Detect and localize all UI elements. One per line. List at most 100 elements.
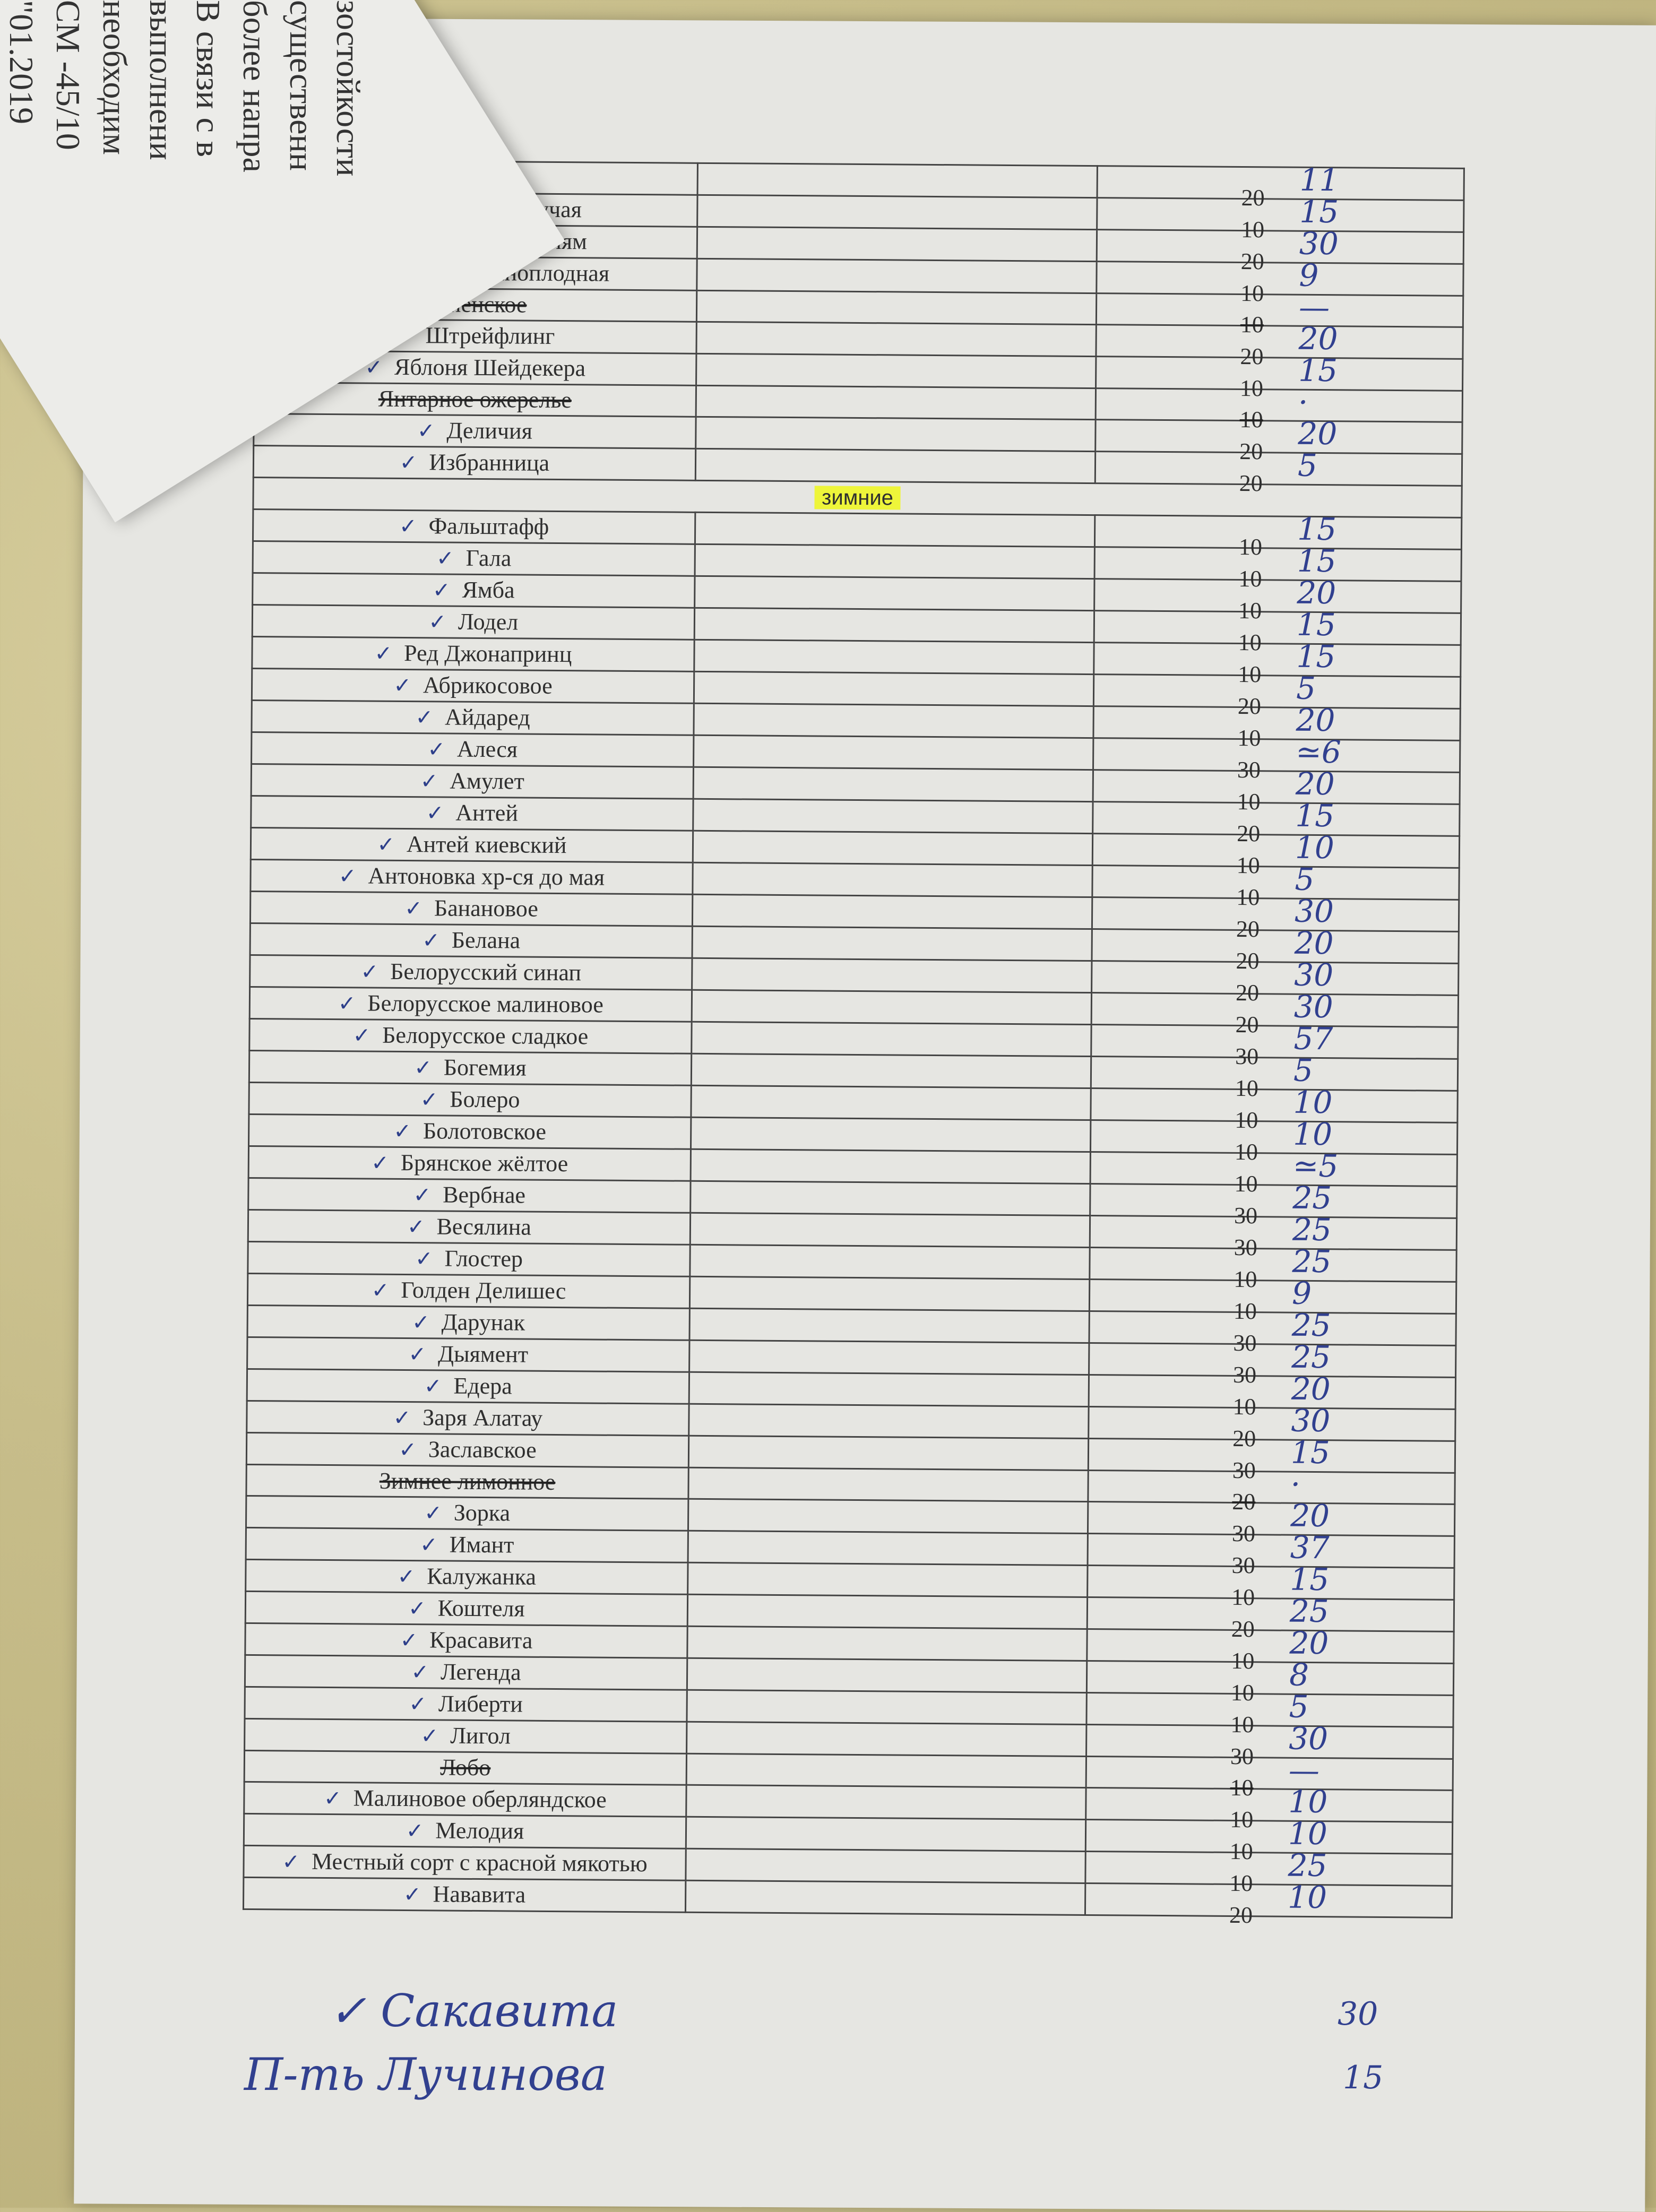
- actual-quantity: 15: [1297, 542, 1336, 580]
- variety-name-cell: ✓ Банановое: [250, 891, 693, 927]
- empty-cell: [687, 1594, 1088, 1629]
- check-mark-icon: ✓: [329, 1985, 381, 2037]
- actual-quantity: 25: [1289, 1593, 1329, 1630]
- variety-name: Местный сорт с красной мякотью: [311, 1848, 648, 1877]
- actual-quantity: 15: [1290, 1561, 1330, 1598]
- check-mark-icon: ✓: [406, 1819, 424, 1844]
- variety-name: Штрейфлинг: [425, 322, 555, 349]
- variety-name-cell: ✓ Дарунак: [247, 1305, 690, 1341]
- quantity-cell: 30 25: [1090, 1179, 1457, 1229]
- empty-cell: [693, 703, 1094, 738]
- variety-name: Глостер: [444, 1245, 523, 1272]
- check-mark-icon: ✓: [397, 1564, 416, 1589]
- actual-quantity: 15: [1290, 1434, 1331, 1471]
- quantity-cell: 10 15: [1094, 606, 1461, 655]
- empty-cell: [692, 958, 1092, 993]
- actual-quantity: 5: [1297, 447, 1318, 483]
- actual-quantity: 20: [1289, 1625, 1329, 1662]
- actual-quantity: ·: [1290, 1466, 1301, 1502]
- check-mark-icon: ✓: [408, 1596, 426, 1621]
- variety-name: Айдаред: [444, 704, 530, 731]
- quantity-cell: 10 25: [1089, 1243, 1457, 1292]
- check-mark-icon: ✓: [417, 419, 435, 444]
- empty-cell: [688, 1499, 1088, 1534]
- quantity-cell: 30 15: [1088, 1434, 1455, 1483]
- check-mark-icon: ✓: [412, 1310, 430, 1335]
- quantity-cell: 10 15: [1097, 193, 1464, 243]
- variety-name: Голден Делишес: [401, 1276, 566, 1304]
- actual-quantity: ≃6: [1296, 733, 1341, 771]
- variety-name-cell: ✓ Ямба: [252, 573, 695, 608]
- empty-cell: [697, 227, 1097, 262]
- empty-cell: [695, 417, 1096, 452]
- variety-name-cell: ✓ Заславское: [246, 1432, 689, 1468]
- empty-cell: [689, 1245, 1090, 1280]
- variety-name: Богемия: [443, 1054, 527, 1081]
- actual-quantity: 25: [1291, 1338, 1331, 1376]
- variety-name: Нававита: [433, 1881, 526, 1908]
- empty-cell: [687, 1658, 1087, 1693]
- check-mark-icon: ✓: [360, 960, 379, 984]
- actual-quantity: 10: [1288, 1783, 1328, 1820]
- empty-cell: [686, 1722, 1086, 1757]
- quantity-cell: 10 8: [1086, 1657, 1454, 1706]
- check-mark-icon: ✓: [282, 1850, 300, 1874]
- quantity-cell: 10 10: [1090, 1084, 1458, 1133]
- actual-quantity: ≃5: [1292, 1147, 1339, 1185]
- check-mark-icon: ✓: [427, 737, 446, 762]
- check-mark-icon: ✓: [415, 705, 434, 730]
- actual-quantity: 10: [1292, 1116, 1333, 1153]
- variety-name: Белорусское сладкое: [382, 1022, 589, 1050]
- empty-cell: [688, 1436, 1089, 1471]
- empty-cell: [686, 1817, 1086, 1852]
- variety-name-cell: ✓ Фальштафф: [253, 509, 695, 545]
- variety-name: Лигол: [450, 1722, 511, 1749]
- actual-quantity: 10: [1293, 1084, 1333, 1121]
- check-mark-icon: ✓: [400, 1628, 418, 1653]
- variety-name-cell: ✓ Гала: [253, 541, 695, 576]
- empty-cell: [692, 926, 1092, 961]
- quantity-cell: 10 10: [1085, 1783, 1453, 1833]
- variety-name-cell: ✓ Белорусское малиновое: [249, 987, 692, 1022]
- empty-cell: [692, 990, 1092, 1025]
- actual-quantity: 25: [1292, 1179, 1332, 1216]
- check-mark-icon: ✓: [404, 896, 423, 921]
- check-mark-icon: ✓: [420, 769, 438, 794]
- empty-cell: [689, 1308, 1090, 1343]
- planned-quantity: 20: [1239, 470, 1263, 496]
- variety-name-cell: ✓ Болеро: [248, 1082, 692, 1118]
- check-mark-icon: ✓: [420, 1087, 438, 1112]
- handwritten-quantity: 15: [1343, 2059, 1384, 2096]
- quantity-cell: 20 30: [1097, 226, 1464, 274]
- variety-name-cell: ✓ Калужанка: [245, 1559, 688, 1595]
- quantity-cell: 10 20: [1086, 1625, 1454, 1674]
- variety-name: Заславское: [428, 1436, 537, 1463]
- variety-name-cell: ✓ Антей: [251, 796, 694, 831]
- variety-name: Болеро: [450, 1086, 520, 1113]
- variety-name-cell: ✓ Белорусское сладкое: [249, 1018, 692, 1054]
- variety-name-cell: ✓ Заря Алатау: [246, 1401, 689, 1436]
- empty-cell: [689, 1340, 1089, 1375]
- quantity-cell: 30 25: [1089, 1307, 1456, 1356]
- empty-cell: [692, 894, 1092, 929]
- variety-name: Лодел: [458, 608, 519, 635]
- actual-quantity: ·: [1298, 384, 1308, 420]
- quantity-cell: 10 ·: [1096, 384, 1463, 433]
- actual-quantity: 15: [1299, 193, 1339, 230]
- actual-quantity: 25: [1292, 1211, 1332, 1248]
- actual-quantity: 15: [1297, 511, 1337, 548]
- overlap-line: СМ -45/10: [49, 0, 87, 150]
- overlap-line: необходим: [96, 0, 134, 155]
- check-mark-icon: ✓: [424, 1374, 442, 1399]
- check-mark-icon: ✓: [374, 641, 393, 666]
- actual-quantity: 9: [1291, 1275, 1312, 1311]
- actual-quantity: 15: [1296, 638, 1336, 675]
- variety-name-cell: ✓ Алеся: [251, 732, 694, 767]
- variety-name-cell: ✓ Антоновка хр-ся до мая: [250, 859, 693, 895]
- overlap-line: существенн: [283, 0, 321, 171]
- actual-quantity: 20: [1291, 1370, 1331, 1407]
- empty-cell: [687, 1562, 1088, 1597]
- quantity-cell: 20 30: [1092, 893, 1459, 942]
- actual-quantity: 15: [1296, 606, 1336, 643]
- empty-cell: [690, 1181, 1091, 1216]
